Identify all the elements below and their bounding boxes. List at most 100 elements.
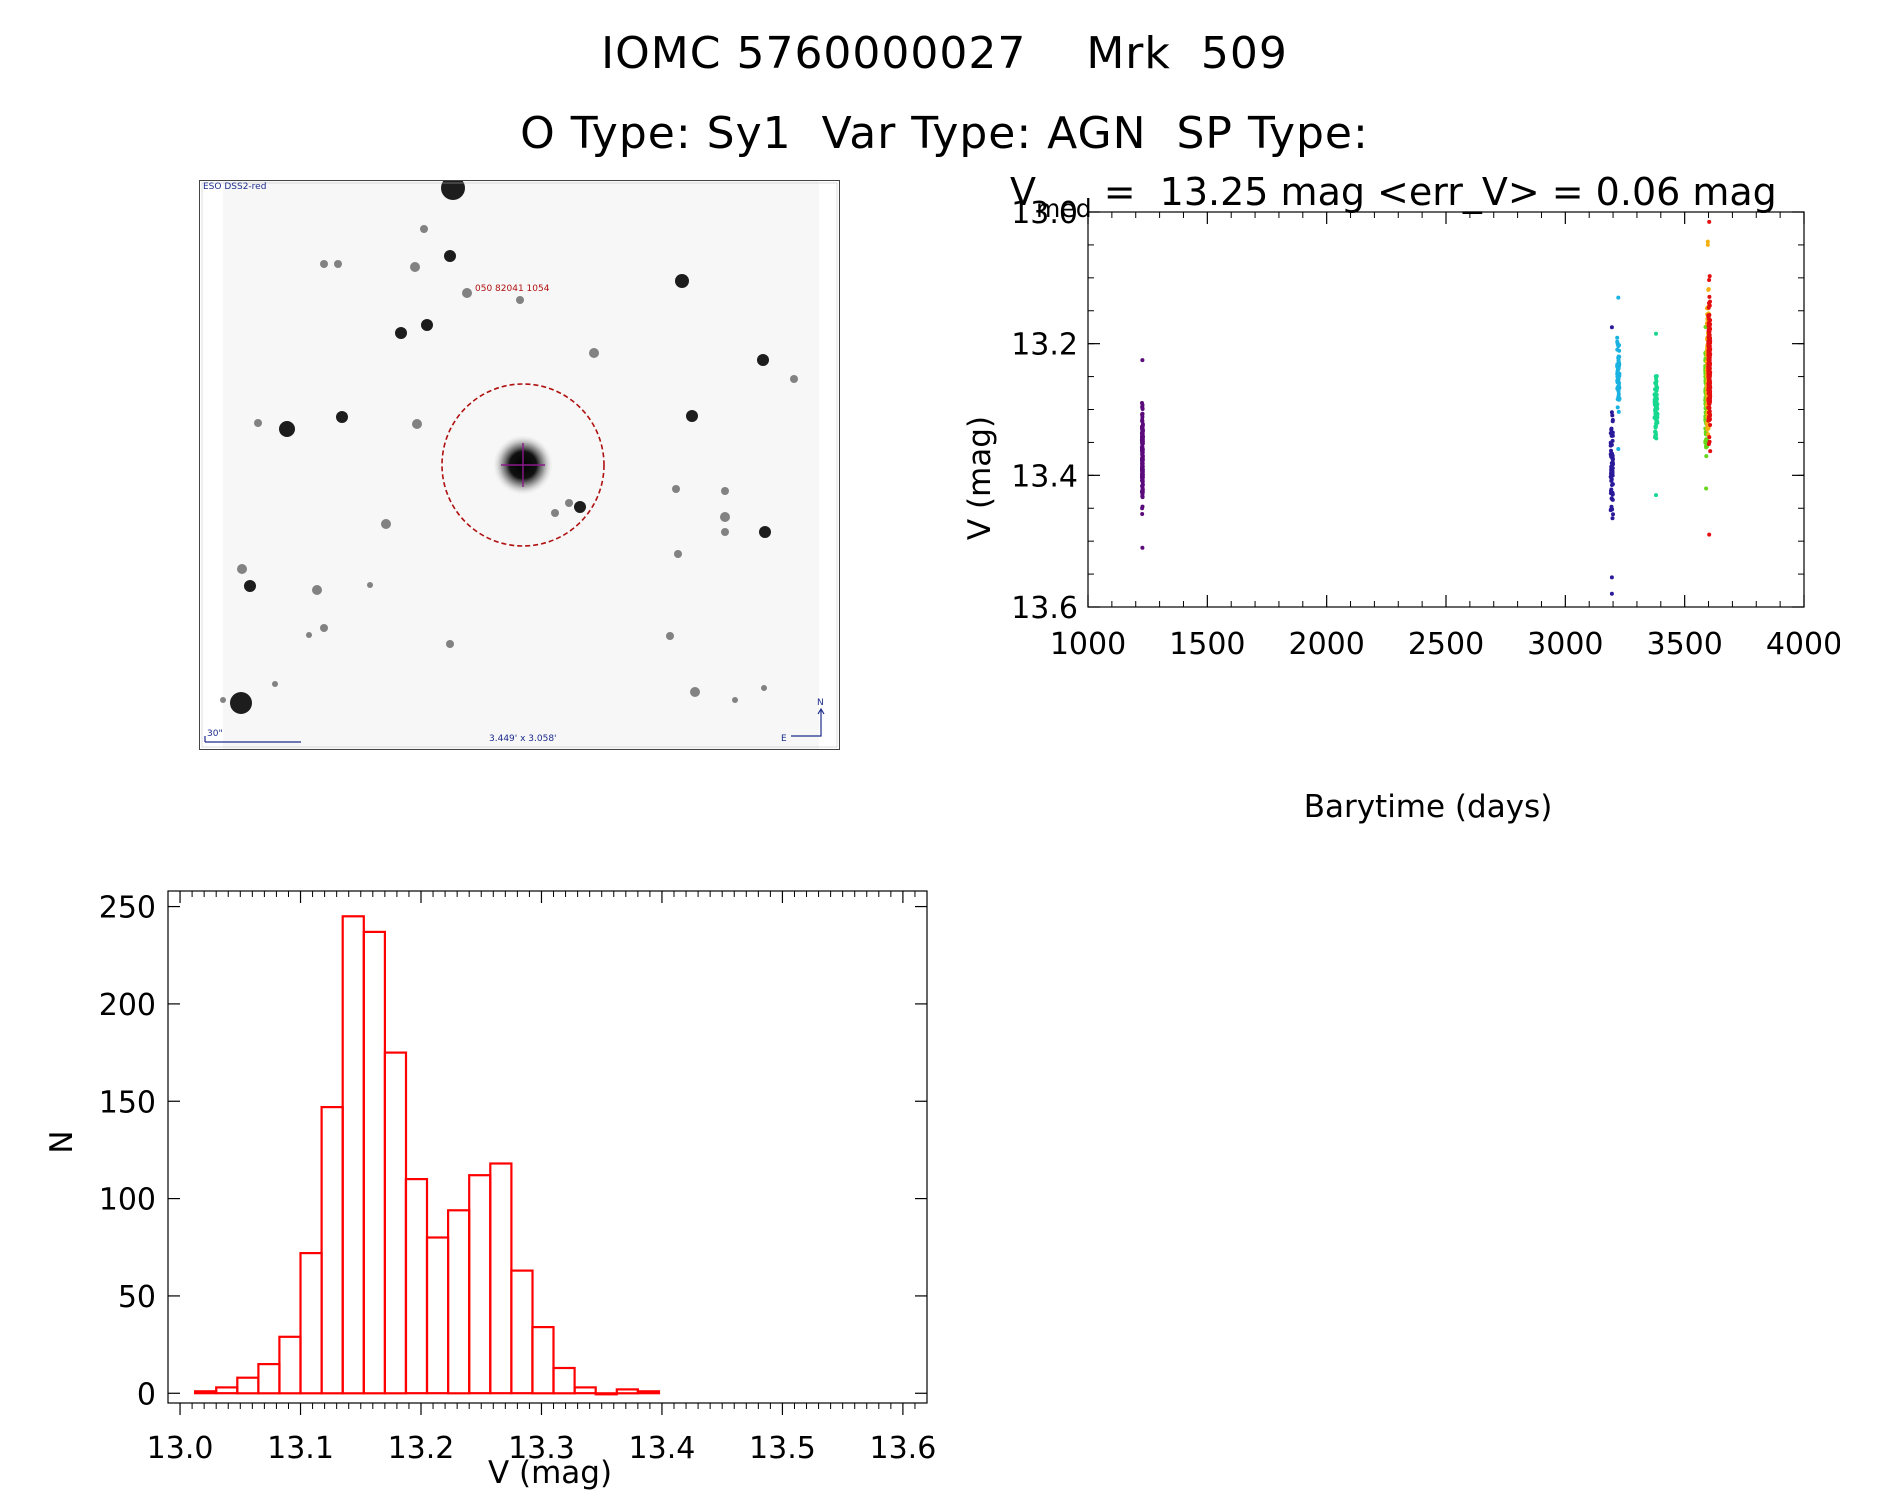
histogram-y-label: N [44, 1130, 80, 1153]
lightcurve-x-tick-label: 3000 [1527, 627, 1603, 662]
histogram-y-tick-label: 200 [99, 988, 156, 1023]
lightcurve-point [1706, 405, 1711, 410]
field-star [759, 526, 771, 538]
finder-border [199, 180, 840, 750]
lightcurve-point [1615, 371, 1620, 376]
field-star [395, 327, 407, 339]
lightcurve-point [1617, 343, 1621, 348]
lightcurve-point [1616, 394, 1621, 399]
lightcurve-point [1708, 412, 1713, 417]
lightcurve-point [1706, 287, 1711, 292]
lightcurve-point [1708, 384, 1713, 389]
lightcurve-point [1609, 410, 1614, 415]
lightcurve-point [1707, 219, 1712, 224]
field-star [462, 288, 472, 298]
lightcurve-point [1140, 460, 1145, 465]
lightcurve-point [1609, 325, 1614, 330]
lightcurve-point [1140, 431, 1145, 436]
lightcurve-y-tick-label: 13.6 [1011, 591, 1078, 626]
field-star [272, 681, 278, 687]
histogram-x-tick-label: 13.2 [388, 1431, 455, 1466]
lightcurve-point [1707, 294, 1712, 299]
lightcurve-point [1708, 318, 1713, 323]
histogram-bar [278, 1335, 302, 1395]
lightcurve-point [1616, 384, 1621, 389]
lightcurve-point [1708, 322, 1713, 327]
lightcurve-point [1608, 431, 1613, 436]
lightcurve-point [1706, 442, 1711, 446]
lightcurve-point [1140, 545, 1145, 550]
finder-chart-svg [199, 180, 840, 750]
lightcurve-point [1654, 331, 1658, 336]
field-star [790, 375, 798, 383]
lightcurve-point [1616, 409, 1621, 414]
field-star [320, 624, 328, 632]
histogram-bar [194, 1390, 218, 1395]
field-star [720, 512, 730, 522]
field-star [230, 692, 252, 714]
lightcurve-point [1654, 395, 1659, 400]
histogram-bars [194, 915, 661, 1396]
lightcurve-point [1140, 402, 1145, 407]
field-star [565, 499, 573, 507]
lightcurve-frame [1087, 211, 1805, 608]
field-star [757, 354, 769, 366]
lightcurve-point [1140, 495, 1145, 500]
field-star [320, 260, 328, 268]
lightcurve-point [1610, 483, 1614, 487]
histogram-y-tick-label: 0 [137, 1377, 156, 1412]
lightcurve-points [1139, 219, 1713, 596]
lightcurve-point [1705, 239, 1710, 244]
lightcurve-point [1610, 461, 1615, 466]
north-arrowhead [817, 707, 825, 715]
lightcurve-point [1653, 414, 1658, 419]
histogram-x-tick-label: 13.0 [147, 1431, 214, 1466]
lightcurve-point [1707, 435, 1712, 440]
field-star [686, 410, 698, 422]
lightcurve-point [1616, 295, 1621, 300]
field-star [220, 697, 226, 703]
field-star [254, 419, 262, 427]
field-star [574, 501, 586, 513]
lightcurve-point [1140, 457, 1145, 462]
field-star [381, 519, 391, 529]
lightcurve-point [1708, 449, 1713, 454]
histogram-y-tick-label: 250 [99, 891, 156, 926]
lightcurve-point [1140, 470, 1145, 475]
lightcurve-point [1706, 313, 1711, 318]
field-star [420, 225, 428, 233]
lightcurve-y-tick-label: 13.2 [1011, 328, 1078, 363]
histogram-bar [552, 1366, 576, 1395]
lightcurve-point [1653, 401, 1658, 405]
lightcurve-x-tick-label: 2000 [1288, 627, 1364, 662]
lightcurve-point [1139, 445, 1144, 450]
lightcurve-point [1707, 532, 1712, 537]
lightcurve-point [1615, 366, 1620, 371]
north-label: N [817, 698, 824, 708]
title-object-types: O Type: Sy1 Var Type: AGN SP Type: [520, 108, 1369, 159]
lightcurve-y-tick-label: 13.4 [1011, 459, 1078, 494]
histogram-y-tick-label: 150 [99, 1085, 156, 1120]
histogram-bar [362, 930, 386, 1395]
lightcurve-point [1704, 486, 1709, 491]
lightcurve-point [1140, 479, 1145, 484]
histogram-bar [636, 1390, 661, 1395]
histogram-x-tick-label: 13.3 [508, 1431, 575, 1466]
histogram-y-tick-label: 100 [99, 1183, 156, 1218]
lightcurve-point [1140, 427, 1145, 432]
lightcurve-point [1140, 452, 1145, 457]
finder-chart-image: ESO DSS2-red 050 82041 1054 30" 3.449' x… [199, 180, 840, 750]
lightcurve-point [1707, 377, 1711, 382]
lightcurve-chart: Vmed = 13.25 mag <err_V> = 0.06 mag 1000… [962, 170, 1840, 825]
histogram-bar [341, 915, 365, 1395]
lightcurve-point [1707, 416, 1712, 421]
lightcurve-point [1707, 409, 1712, 414]
lightcurve-x-label: Barytime (days) [1304, 789, 1553, 825]
lightcurve-point [1653, 405, 1658, 410]
lightcurve-point [1654, 493, 1658, 498]
histogram-bar [510, 1269, 534, 1395]
lightcurve-point [1615, 405, 1620, 410]
lightcurve-point [1703, 440, 1708, 445]
field-star [237, 564, 247, 574]
field-star [444, 250, 456, 262]
